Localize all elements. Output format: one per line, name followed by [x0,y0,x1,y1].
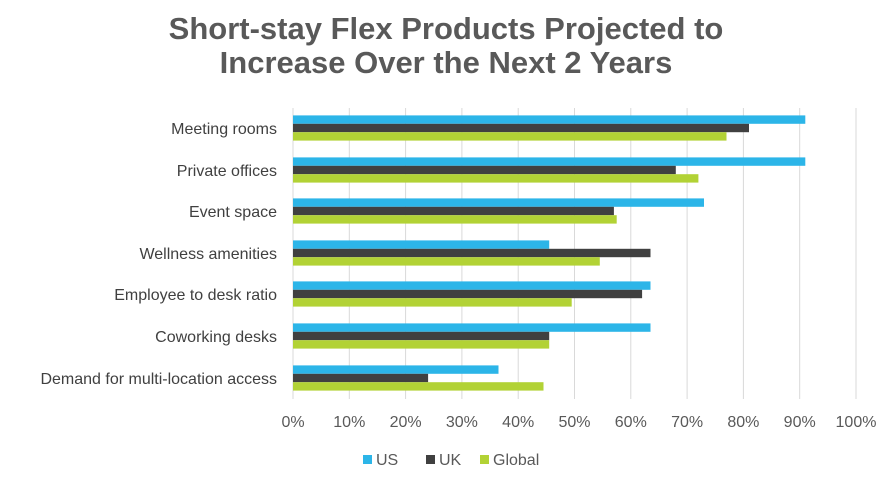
x-tick-label: 60% [615,414,647,431]
bar-global-2 [293,174,699,183]
category-label: Event space [189,204,277,221]
bar-us-3 [293,198,704,207]
bar-uk-4 [293,248,651,258]
legend-label-us: US [376,452,398,469]
x-tick-label: 0% [281,414,304,431]
bar-us-7 [293,365,499,374]
x-tick-label: 100% [836,414,877,431]
x-tick-label: 70% [671,414,703,431]
bar-uk-1 [293,123,749,133]
bar-global-1 [293,132,727,141]
bar-uk-6 [293,331,550,341]
legend-swatch-global [480,455,489,464]
bar-global-4 [293,257,600,266]
bar-uk-2 [293,165,676,175]
bar-us-2 [293,157,806,166]
bar-uk-7 [293,373,429,383]
category-label: Meeting rooms [171,121,277,138]
chart-title-line-1: Short-stay Flex Products Projected to [168,11,724,46]
category-label: Demand for multi-location access [40,371,277,388]
category-label: Wellness amenities [139,246,277,263]
bars [293,115,806,391]
legend-swatch-us [363,455,372,464]
bar-global-7 [293,382,544,391]
bar-global-3 [293,215,617,224]
category-label: Private offices [177,163,277,180]
x-tick-label: 50% [558,414,590,431]
bar-us-5 [293,281,651,290]
legend-label-uk: UK [439,452,462,469]
x-tick-label: 30% [446,414,478,431]
bar-us-1 [293,115,806,124]
bar-global-5 [293,298,572,307]
x-tick-label: 10% [333,414,365,431]
legend-swatch-uk [426,455,435,464]
bar-us-6 [293,323,651,332]
x-tick-labels: 0% 10% 20% 30% 40% 50% 60% 70% 80% 90% 100% [281,414,876,431]
bar-us-4 [293,240,550,249]
category-label: Employee to desk ratio [114,287,277,304]
category-label: Coworking desks [155,329,277,346]
legend: US UK Global [363,452,539,469]
bar-uk-5 [293,289,643,299]
legend-label-global: Global [493,452,539,469]
x-tick-label: 80% [727,414,759,431]
x-tick-label: 20% [390,414,422,431]
x-tick-label: 40% [502,414,534,431]
bar-global-6 [293,340,550,349]
chart-title-line-2: Increase Over the Next 2 Years [219,45,673,80]
bar-uk-3 [293,206,614,216]
chart-title: Short-stay Flex Products Projected to In… [0,12,892,80]
category-labels: Meeting rooms Private offices Event space W… [40,121,277,388]
x-tick-label: 90% [784,414,816,431]
